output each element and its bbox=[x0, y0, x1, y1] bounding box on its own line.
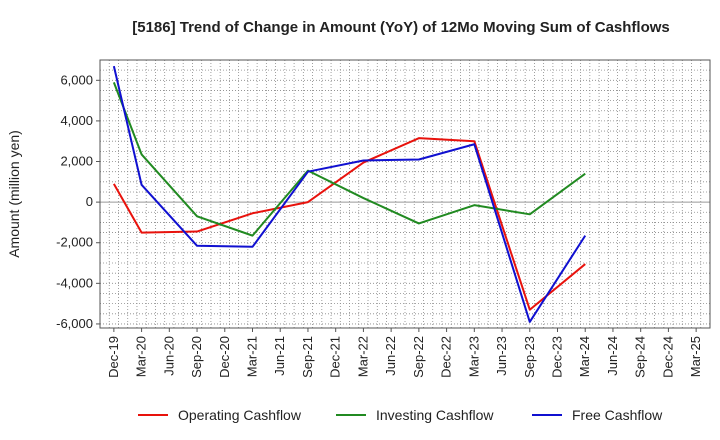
y-tick-label: -6,000 bbox=[56, 316, 93, 331]
legend-label: Operating Cashflow bbox=[178, 407, 302, 423]
y-axis-label: Amount (million yen) bbox=[6, 130, 22, 258]
y-tick-label: 0 bbox=[86, 194, 93, 209]
series-lines bbox=[112, 65, 587, 323]
x-tick-label: Sep-23 bbox=[522, 336, 537, 378]
x-axis: Dec-19 Mar-20 Jun-20 Sep-20 Dec-20 Mar-21 Jun-… bbox=[106, 328, 703, 378]
x-tick-label: Sep-22 bbox=[411, 336, 426, 378]
y-tick-label: -2,000 bbox=[56, 235, 93, 250]
x-tick-label: Dec-24 bbox=[660, 336, 675, 378]
plot-area bbox=[99, 59, 711, 329]
y-tick-label: 4,000 bbox=[60, 113, 93, 128]
chart-title: [5186] Trend of Change in Amount (YoY) o… bbox=[132, 19, 670, 36]
x-tick-label: Jun-22 bbox=[383, 336, 398, 376]
x-tick-label: Jun-21 bbox=[272, 336, 287, 376]
x-tick-label: Sep-20 bbox=[189, 336, 204, 378]
x-tick-label: Sep-24 bbox=[633, 336, 648, 378]
x-tick-label: Dec-22 bbox=[439, 336, 454, 378]
y-tick-label: 2,000 bbox=[60, 154, 93, 169]
x-tick-label: Mar-24 bbox=[577, 336, 592, 377]
x-tick-label: Dec-19 bbox=[106, 336, 121, 378]
legend-label: Free Cashflow bbox=[572, 407, 663, 423]
x-tick-label: Jun-24 bbox=[605, 336, 620, 376]
x-tick-label: Mar-22 bbox=[355, 336, 370, 377]
y-tick-label: -4,000 bbox=[56, 275, 93, 290]
x-tick-label: Dec-20 bbox=[217, 336, 232, 378]
x-tick-label: Jun-20 bbox=[161, 336, 176, 376]
x-tick-label: Mar-23 bbox=[466, 336, 481, 377]
grid bbox=[99, 59, 711, 328]
y-tick-label: 6,000 bbox=[60, 72, 93, 87]
x-tick-label: Jun-23 bbox=[494, 336, 509, 376]
series-line bbox=[112, 81, 586, 237]
series-line bbox=[112, 137, 586, 311]
x-tick-label: Dec-23 bbox=[550, 336, 565, 378]
legend: Operating Cashflow Investing Cashflow Free… bbox=[138, 407, 663, 423]
x-tick-label: Mar-25 bbox=[688, 336, 703, 377]
series-line bbox=[112, 65, 587, 323]
y-axis: 6,000 4,000 2,000 0 -2,000 -4,000 -6,000 bbox=[56, 72, 100, 331]
x-tick-label: Mar-21 bbox=[245, 336, 260, 377]
x-tick-label: Dec-21 bbox=[328, 336, 343, 378]
x-tick-label: Mar-20 bbox=[134, 336, 149, 377]
x-tick-label: Sep-21 bbox=[300, 336, 315, 378]
legend-label: Investing Cashflow bbox=[376, 407, 494, 423]
